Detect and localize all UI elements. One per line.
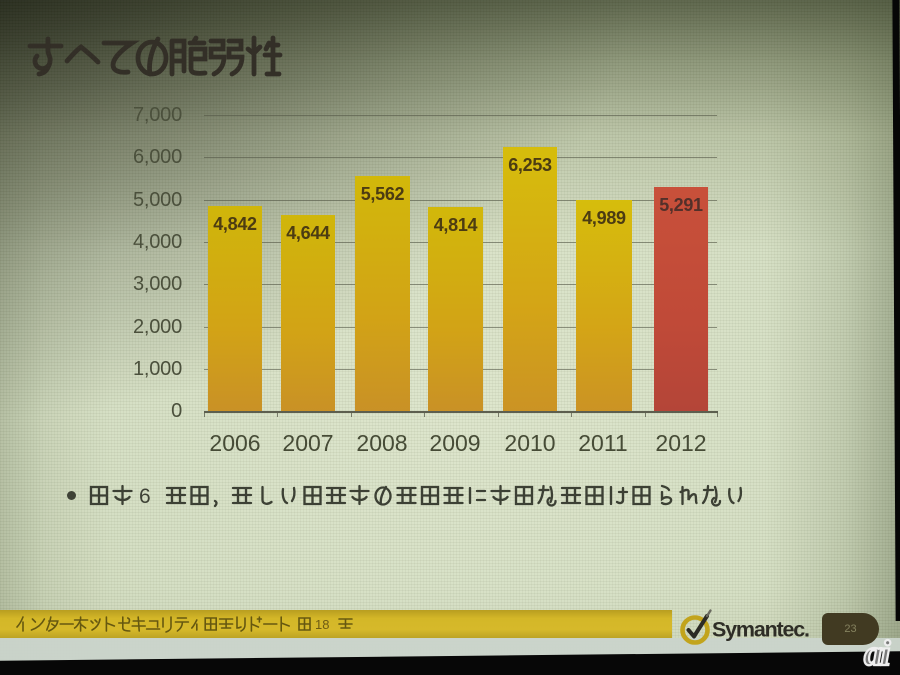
svg-text:Symantec.: Symantec.	[712, 618, 809, 642]
svg-text:18: 18	[315, 617, 329, 632]
svg-text:6: 6	[139, 485, 151, 508]
